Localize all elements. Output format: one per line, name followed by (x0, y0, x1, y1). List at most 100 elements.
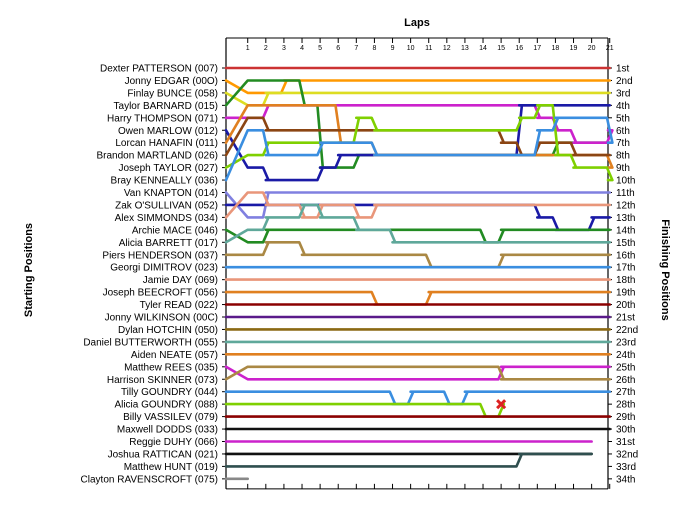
lap-tick-label: 21 (606, 45, 614, 52)
starting-position-label: Clayton RAVENSCROFT (075) (81, 474, 218, 485)
finishing-position-label: 33rd (616, 462, 636, 473)
starting-position-label: Daniel BUTTERWORTH (055) (83, 337, 218, 348)
starting-position-label: Harry THOMPSON (071) (107, 113, 218, 124)
lap-tick-label: 17 (533, 45, 541, 52)
lap-tick-label: 20 (588, 45, 596, 52)
finishing-position-label: 11th (616, 188, 635, 199)
finishing-position-label: 12th (616, 200, 635, 211)
starting-position-label: Alicia GOUNDRY (088) (114, 400, 218, 411)
driver-series-line (224, 241, 611, 269)
finishing-position-label: 24th (616, 350, 635, 361)
finishing-position-label: 2nd (616, 76, 633, 87)
starting-position-label: Georgi DIMITROV (023) (110, 263, 218, 274)
starting-position-label: Piers HENDERSON (037) (102, 250, 218, 261)
finishing-position-label: 6th (616, 126, 630, 137)
starting-position-label: Owen MARLOW (012) (118, 126, 218, 137)
starting-position-label: Joseph TAYLOR (027) (119, 163, 219, 174)
finishing-position-label: 10th (616, 176, 635, 187)
finishing-position-label: 13th (616, 213, 635, 224)
starting-position-label: Taylor BARNARD (015) (114, 101, 218, 112)
finishing-position-label: 28th (616, 400, 635, 411)
finishing-position-label: 17th (616, 263, 635, 274)
starting-position-label: Lorcan HANAFIN (011) (115, 138, 218, 149)
finishing-position-label: 30th (616, 425, 635, 436)
driver-series-line (224, 365, 611, 381)
starting-position-label: Reggie DUHY (066) (129, 437, 218, 448)
axis-labels: 1 2 3 4 5 6 7 8 9 10 11 12 13 14 15 16 17 18 19 20 21Dexter … (81, 45, 639, 485)
lap-tick-label: 11 (425, 45, 432, 52)
starting-position-label: Alex SIMMONDS (034) (115, 213, 218, 224)
lap-tick-label: 12 (443, 45, 451, 52)
lap-tick-label: 3 (282, 45, 286, 52)
finishing-position-label: 27th (616, 387, 635, 398)
driver-series-line (224, 228, 611, 244)
driver-series-line (224, 91, 611, 107)
finishing-position-label: 32nd (616, 449, 638, 460)
starting-position-label: Joseph BEECROFT (056) (103, 288, 218, 299)
driver-series-line (224, 452, 593, 468)
lap-tick-label: 19 (570, 45, 578, 52)
lap-tick-label: 6 (336, 45, 340, 52)
starting-position-label: Billy VASSILEV (079) (123, 412, 218, 423)
starting-position-label: Dylan HOTCHIN (050) (118, 325, 218, 336)
finishing-position-label: 15th (616, 238, 635, 249)
driver-series-line (224, 79, 611, 95)
starting-position-label: Tilly GOUNDRY (044) (121, 387, 218, 398)
lap-tick-label: 9 (391, 45, 395, 52)
driver-series-line (224, 116, 614, 182)
starting-position-label: Matthew REES (035) (124, 362, 218, 373)
finishing-position-label: 19th (616, 288, 635, 299)
lap-tick-label: 14 (479, 45, 487, 52)
finishing-position-label: 21st (616, 313, 635, 324)
finishing-position-label: 31st (616, 437, 635, 448)
finishing-position-label: 1st (616, 64, 630, 75)
driver-series-line (224, 402, 506, 418)
finishing-position-label: 25th (616, 362, 635, 373)
finishing-position-label: 29th (616, 412, 635, 423)
starting-position-label: Zak O'SULLIVAN (052) (115, 200, 218, 211)
driver-series-line (224, 116, 611, 157)
finishing-position-label: 16th (616, 250, 635, 261)
driver-series-line (224, 365, 611, 381)
starting-position-label: Maxwell DODDS (033) (117, 425, 218, 436)
starting-position-label: Jamie DAY (069) (143, 275, 218, 286)
lap-tick-label: 1 (246, 45, 250, 52)
finishing-position-label: 8th (616, 151, 630, 162)
lap-tick-label: 5 (318, 45, 322, 52)
starting-position-label: Aiden NEATE (057) (131, 350, 218, 361)
starting-position-label: Archie MACE (046) (132, 225, 218, 236)
starting-position-label: Bray KENNEALLY (036) (111, 176, 218, 187)
driver-series-line (224, 104, 614, 182)
finishing-position-label: 22nd (616, 325, 638, 336)
starting-position-label: Brandon MARTLAND (026) (96, 151, 218, 162)
lap-tick-label: 10 (407, 45, 415, 52)
finishing-position-label: 26th (616, 375, 635, 386)
lap-tick-label: 7 (354, 45, 358, 52)
driver-series-line (224, 191, 611, 219)
lap-tick-label: 16 (515, 45, 523, 52)
finishing-position-label: 5th (616, 113, 630, 124)
starting-position-label: Harrison SKINNER (073) (107, 375, 218, 386)
finishing-position-label: 7th (616, 138, 630, 149)
lap-tick-label: 13 (461, 45, 469, 52)
lap-tick-label: 18 (552, 45, 560, 52)
lap-tick-label: 8 (372, 45, 376, 52)
finishing-position-label: 14th (616, 225, 635, 236)
finishing-position-label: 4th (616, 101, 630, 112)
starting-position-label: Jonny WILKINSON (00C) (105, 313, 218, 324)
starting-position-label: Tyler READ (022) (140, 300, 218, 311)
finishing-position-label: 3rd (616, 88, 630, 99)
finishing-position-label: 23rd (616, 337, 636, 348)
axes (222, 37, 612, 490)
finishing-position-label: 34th (616, 474, 635, 485)
starting-position-label: Alicia BARRETT (017) (119, 238, 218, 249)
finishing-position-label: 20th (616, 300, 635, 311)
lap-tick-label: 15 (497, 45, 505, 52)
y-axis-title-left: Starting Positions (23, 223, 35, 317)
lap-tick-label: 4 (300, 45, 304, 52)
driver-series-line (224, 390, 611, 406)
x-axis-title: Laps (404, 17, 430, 29)
series-lines (224, 66, 614, 481)
